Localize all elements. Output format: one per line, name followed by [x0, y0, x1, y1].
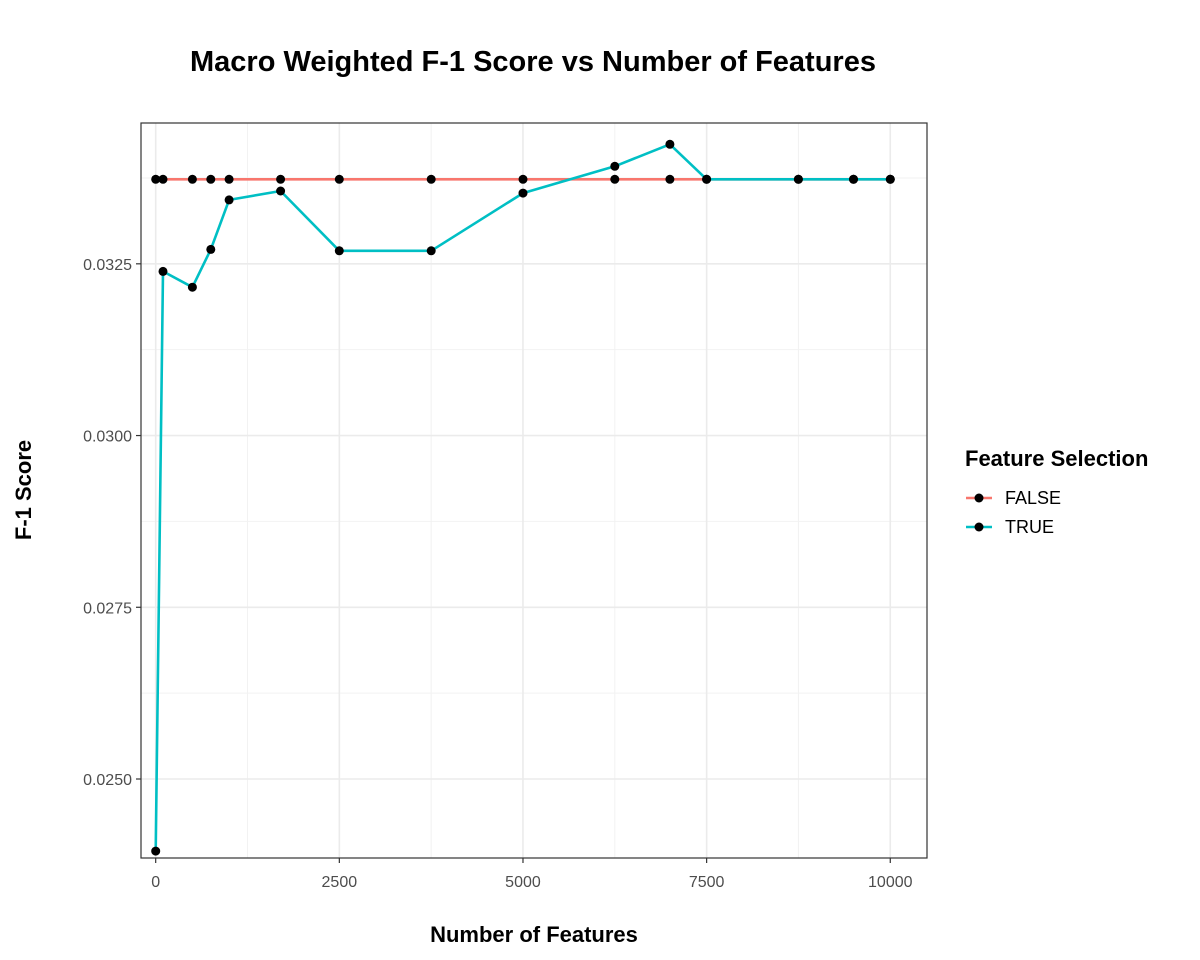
- legend-label: TRUE: [1005, 517, 1054, 537]
- y-tick-label: 0.0275: [83, 600, 132, 617]
- grid: [141, 123, 927, 858]
- data-point-true: [849, 174, 858, 184]
- data-point-true: [793, 174, 803, 184]
- x-axis-title: Number of Features: [430, 922, 638, 947]
- legend-items: FALSE TRUE: [966, 488, 1061, 537]
- data-point-false: [610, 174, 620, 184]
- x-tick-label: 10000: [868, 874, 913, 891]
- data-point-true: [334, 246, 344, 256]
- data-point-false: [518, 174, 528, 184]
- legend-item-true: TRUE: [966, 517, 1054, 537]
- legend-key-point: [974, 493, 984, 503]
- data-point-false: [334, 174, 344, 184]
- data-point-false: [206, 174, 216, 184]
- data-point-false: [224, 174, 234, 184]
- legend-item-false: FALSE: [966, 488, 1061, 508]
- y-tick-label: 0.0300: [83, 429, 132, 446]
- legend-title: Feature Selection: [965, 446, 1148, 471]
- data-point-true: [206, 244, 216, 254]
- data-point-false: [426, 174, 436, 184]
- chart-title: Macro Weighted F-1 Score vs Number of Fe…: [190, 46, 876, 78]
- data-point-true: [665, 139, 675, 149]
- plot-panel-border: [140, 122, 928, 859]
- data-point-false: [276, 174, 286, 184]
- data-point-false: [158, 174, 168, 184]
- data-point-true: [610, 161, 620, 171]
- y-tick-label: 0.0250: [83, 772, 132, 789]
- data-point-false: [187, 174, 197, 184]
- legend-key-point: [974, 522, 984, 532]
- legend: Feature Selection FALSE TRUE: [965, 446, 1148, 537]
- x-tick-label: 2500: [322, 874, 358, 891]
- data-point-true: [426, 246, 436, 256]
- legend-label: FALSE: [1005, 488, 1061, 508]
- data-point-true: [885, 174, 895, 184]
- data-point-false: [151, 174, 161, 184]
- data-point-true: [187, 282, 197, 292]
- axes: 0 2500 5000 7500 10000 0.0250 0.0275 0.0300 0.03…: [83, 257, 913, 891]
- data-point-true: [276, 186, 286, 196]
- data-point-true: [518, 188, 528, 198]
- series-layer: [151, 139, 895, 856]
- data-point-true: [151, 846, 161, 856]
- y-axis-title: F-1 Score: [11, 440, 36, 540]
- data-point-false: [665, 174, 675, 184]
- x-tick-label: 5000: [505, 874, 541, 891]
- x-tick-label: 7500: [689, 874, 725, 891]
- y-tick-label: 0.0325: [83, 257, 132, 274]
- data-point-true: [224, 195, 234, 205]
- x-tick-label: 0: [151, 874, 160, 891]
- data-point-true: [702, 174, 712, 184]
- data-point-true: [158, 266, 168, 276]
